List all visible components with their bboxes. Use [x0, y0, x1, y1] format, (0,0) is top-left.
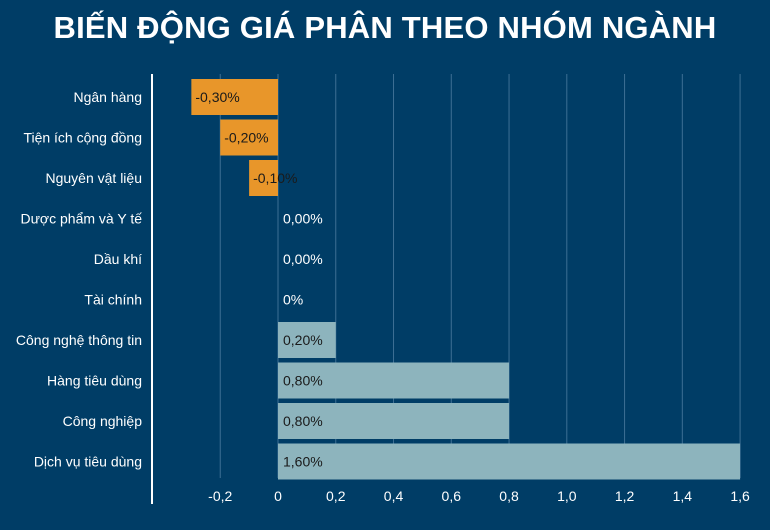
data-label-6: 0,20%	[283, 332, 323, 348]
category-label-2: Nguyên vật liệu	[45, 170, 142, 186]
category-label-0: Ngân hàng	[73, 89, 142, 105]
x-tick-label-5: 0,8	[499, 488, 519, 504]
x-tick-label-2: 0,2	[326, 488, 346, 504]
category-labels: Ngân hàng Tiện ích cộng đồng Nguyên vật li…	[16, 89, 142, 470]
x-tick-label-7: 1,2	[615, 488, 635, 504]
category-label-3: Dược phẩm và Y tế	[20, 211, 142, 227]
bar-8	[278, 403, 510, 439]
x-tick-label-9: 1,6	[730, 488, 750, 504]
category-label-1: Tiện ích cộng đồng	[23, 130, 142, 146]
x-axis-ticks: -0,2 0 0,2 0,4 0,6 0,8 1,0 1,2 1,4 1,6	[208, 488, 750, 504]
x-tick-label-1: 0	[274, 488, 282, 504]
bar-0	[191, 79, 278, 115]
x-tick-label-0: -0,2	[208, 488, 232, 504]
category-label-6: Công nghệ thông tin	[16, 332, 142, 348]
category-label-8: Công nghiệp	[63, 413, 143, 429]
category-label-9: Dịch vụ tiêu dùng	[34, 454, 142, 470]
bar-2	[249, 160, 278, 196]
data-label-4: 0,00%	[283, 251, 323, 267]
bar-6	[278, 322, 336, 358]
x-tick-label-3: 0,4	[384, 488, 404, 504]
x-tick-label-8: 1,4	[673, 488, 693, 504]
data-label-7: 0,80%	[283, 373, 323, 389]
x-tick-label-6: 1,0	[557, 488, 577, 504]
bar-7	[278, 362, 510, 399]
chart-title: BIẾN ĐỘNG GIÁ PHÂN THEO NHÓM NGÀNH	[53, 10, 717, 45]
data-label-0: -0,30%	[195, 89, 239, 105]
data-label-5: 0%	[283, 292, 303, 308]
category-label-4: Dầu khí	[94, 251, 142, 267]
bar-1	[220, 119, 278, 156]
data-label-1: -0,20%	[224, 130, 268, 146]
bar-9	[278, 443, 741, 480]
data-label-9: 1,60%	[283, 454, 323, 470]
data-label-2: -0,10%	[253, 170, 297, 186]
x-tick-label-4: 0,6	[442, 488, 462, 504]
data-label-8: 0,80%	[283, 413, 323, 429]
data-label-3: 0,00%	[283, 211, 323, 227]
category-label-7: Hàng tiêu dùng	[47, 373, 142, 389]
category-label-5: Tài chính	[84, 292, 142, 308]
bars: -0,30% -0,20% -0,10% 0,00% 0,00% 0% 0,20% 0,80%…	[191, 79, 741, 480]
